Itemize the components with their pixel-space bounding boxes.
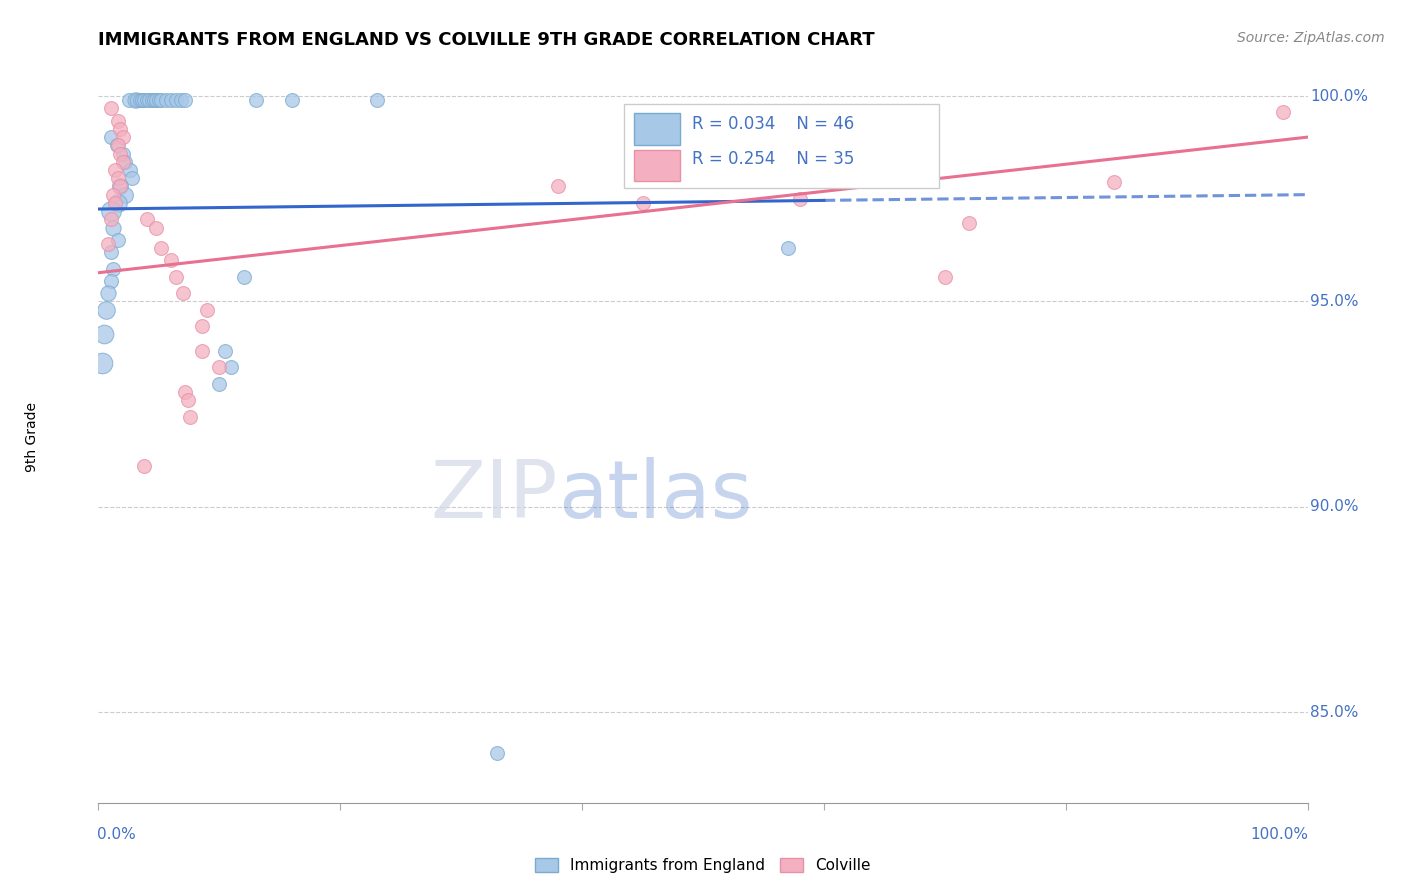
Point xyxy=(118,93,141,107)
Point xyxy=(214,343,236,358)
Point xyxy=(208,376,231,391)
Text: IMMIGRANTS FROM ENGLAND VS COLVILLE 9TH GRADE CORRELATION CHART: IMMIGRANTS FROM ENGLAND VS COLVILLE 9TH … xyxy=(98,31,875,49)
Point xyxy=(145,93,167,107)
Text: 85.0%: 85.0% xyxy=(1310,705,1358,720)
Point xyxy=(94,302,117,317)
Point xyxy=(100,274,122,288)
Point xyxy=(100,101,122,115)
Point xyxy=(148,93,170,107)
Point xyxy=(107,138,129,153)
Point xyxy=(221,360,243,375)
Point xyxy=(108,121,131,136)
Point xyxy=(111,146,134,161)
Point xyxy=(100,130,122,145)
Point xyxy=(165,269,187,284)
Point xyxy=(100,245,122,260)
Text: 90.0%: 90.0% xyxy=(1310,500,1358,515)
Point xyxy=(124,93,146,107)
Point xyxy=(100,212,122,227)
Point xyxy=(191,343,214,358)
Point xyxy=(150,93,173,107)
Point xyxy=(107,113,129,128)
Point xyxy=(191,319,214,334)
Point xyxy=(150,241,173,255)
Point xyxy=(160,93,183,107)
Point xyxy=(138,93,160,107)
Text: 0.0%: 0.0% xyxy=(97,828,136,842)
Point xyxy=(172,286,194,301)
Point xyxy=(169,93,191,107)
Text: Source: ZipAtlas.com: Source: ZipAtlas.com xyxy=(1237,31,1385,45)
Point xyxy=(127,93,149,107)
Point xyxy=(631,195,654,210)
Point xyxy=(105,138,128,153)
Point xyxy=(135,212,157,227)
Point xyxy=(143,93,166,107)
Text: ZIP: ZIP xyxy=(430,457,558,534)
Legend: Immigrants from England, Colville: Immigrants from England, Colville xyxy=(529,852,877,880)
Point xyxy=(1102,175,1125,189)
Point xyxy=(245,93,267,107)
Point xyxy=(135,93,157,107)
Text: R = 0.254    N = 35: R = 0.254 N = 35 xyxy=(692,151,855,169)
Point xyxy=(91,356,114,370)
Point xyxy=(111,154,134,169)
Point xyxy=(177,393,200,408)
Text: atlas: atlas xyxy=(558,457,752,534)
Point xyxy=(100,204,122,219)
Point xyxy=(118,163,141,178)
Point xyxy=(486,747,509,761)
Point xyxy=(165,93,187,107)
FancyBboxPatch shape xyxy=(634,150,681,181)
Text: 9th Grade: 9th Grade xyxy=(25,402,39,472)
Text: R = 0.034    N = 46: R = 0.034 N = 46 xyxy=(692,115,855,133)
Point xyxy=(160,253,183,268)
Point xyxy=(97,286,120,301)
Point xyxy=(934,269,956,284)
Point xyxy=(104,195,127,210)
Point xyxy=(111,130,134,145)
Point xyxy=(776,241,799,255)
Point xyxy=(174,384,197,399)
Point xyxy=(232,269,254,284)
FancyBboxPatch shape xyxy=(624,104,939,188)
Point xyxy=(107,171,129,186)
Point xyxy=(789,192,811,206)
Point xyxy=(108,146,131,161)
Point xyxy=(281,93,304,107)
FancyBboxPatch shape xyxy=(634,113,681,145)
Point xyxy=(97,236,120,251)
Point xyxy=(195,302,218,317)
Point xyxy=(104,163,127,178)
Point xyxy=(101,220,124,235)
Point xyxy=(121,171,143,186)
Point xyxy=(174,93,197,107)
Point xyxy=(145,220,167,235)
Point xyxy=(114,187,136,202)
Point xyxy=(957,216,980,230)
Point xyxy=(108,179,131,194)
Point xyxy=(155,93,177,107)
Point xyxy=(107,195,129,210)
Point xyxy=(114,154,136,169)
Point xyxy=(547,179,569,194)
Text: 100.0%: 100.0% xyxy=(1310,88,1368,103)
Point xyxy=(208,360,231,375)
Point xyxy=(101,187,124,202)
Point xyxy=(107,233,129,247)
Point xyxy=(131,93,153,107)
Point xyxy=(128,93,150,107)
Point xyxy=(108,179,131,194)
Point xyxy=(179,409,201,424)
Text: 100.0%: 100.0% xyxy=(1251,828,1309,842)
Point xyxy=(101,261,124,276)
Point xyxy=(366,93,388,107)
Point xyxy=(1272,105,1295,120)
Point xyxy=(141,93,163,107)
Point xyxy=(134,93,156,107)
Point xyxy=(134,458,156,473)
Text: 95.0%: 95.0% xyxy=(1310,294,1358,309)
Point xyxy=(93,327,115,342)
